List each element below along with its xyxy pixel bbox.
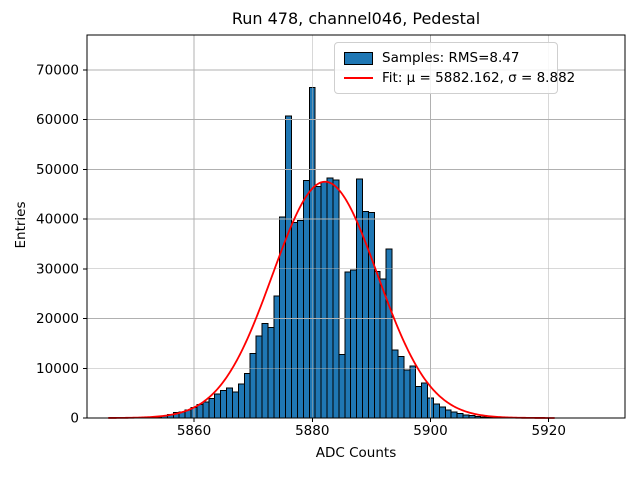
histogram-bar bbox=[214, 393, 222, 419]
x-axis-label: ADC Counts bbox=[315, 445, 397, 461]
x-tick-label: 5920 bbox=[532, 423, 566, 439]
histogram-bar bbox=[450, 411, 458, 419]
histogram-bar bbox=[273, 295, 281, 419]
histogram-bar bbox=[344, 271, 352, 419]
legend-entry-samples: Samples: RMS=8.47 bbox=[344, 48, 548, 68]
histogram-bar bbox=[421, 382, 429, 419]
y-tick-label: 20000 bbox=[36, 311, 79, 327]
axes-frame bbox=[86, 34, 626, 419]
histogram-bar bbox=[285, 115, 293, 419]
chart-title: Run 478, channel046, Pedestal bbox=[231, 9, 481, 28]
histogram-bar bbox=[243, 373, 251, 419]
y-tick-label: 40000 bbox=[36, 212, 79, 228]
histogram-bar bbox=[291, 222, 298, 419]
histogram-bar bbox=[432, 403, 440, 419]
histogram-bar bbox=[367, 212, 375, 419]
histogram-bar bbox=[350, 269, 358, 419]
histogram-bar bbox=[255, 335, 263, 419]
histogram-bar bbox=[332, 179, 340, 419]
y-tick-label: 50000 bbox=[36, 162, 79, 178]
histogram-bar bbox=[415, 386, 423, 419]
y-tick-label: 0 bbox=[70, 411, 79, 427]
histogram-bar bbox=[456, 413, 464, 419]
legend-samples-label: Samples: RMS=8.47 bbox=[382, 50, 520, 66]
histogram-bar bbox=[208, 398, 216, 419]
histogram-bar bbox=[409, 365, 417, 419]
histogram-bar bbox=[296, 220, 304, 419]
histogram-bar bbox=[302, 180, 310, 419]
histogram-bar bbox=[403, 369, 411, 419]
histogram-bar bbox=[237, 383, 245, 419]
fit-line-swatch-icon bbox=[344, 77, 373, 79]
samples-swatch-icon bbox=[344, 51, 373, 65]
histogram-bar bbox=[196, 404, 204, 419]
histogram-bar bbox=[220, 390, 228, 419]
y-tick-label: 70000 bbox=[36, 62, 79, 78]
histogram-bar bbox=[249, 352, 257, 419]
x-tick-label: 5900 bbox=[413, 423, 447, 439]
y-tick-label: 60000 bbox=[36, 112, 79, 128]
histogram-bar bbox=[373, 270, 381, 419]
histogram-bar bbox=[385, 248, 393, 419]
histogram-bar bbox=[231, 391, 239, 419]
y-axis-label: Entries bbox=[13, 201, 29, 249]
x-tick-label: 5860 bbox=[177, 423, 211, 439]
histogram-bar bbox=[226, 387, 233, 419]
legend: Samples: RMS=8.47 Fit: μ = 5882.162, σ =… bbox=[334, 42, 575, 94]
histogram-bar bbox=[202, 401, 210, 419]
histogram-bar bbox=[391, 349, 399, 419]
histogram-bar bbox=[356, 178, 363, 419]
histogram-bar bbox=[379, 278, 387, 419]
y-tick-label: 30000 bbox=[36, 261, 79, 277]
histogram-bar bbox=[261, 322, 269, 419]
y-tick-label: 10000 bbox=[36, 361, 79, 377]
histogram-bar bbox=[338, 353, 346, 419]
histogram-bar bbox=[444, 409, 452, 419]
fit-curve bbox=[108, 180, 555, 419]
legend-entry-fit: Fit: μ = 5882.162, σ = 8.882 bbox=[344, 68, 575, 88]
histogram-bar bbox=[267, 326, 275, 419]
histogram-bar bbox=[314, 186, 322, 419]
x-tick-label: 5880 bbox=[295, 423, 329, 439]
histogram-bar bbox=[326, 177, 334, 419]
histogram-bar bbox=[438, 406, 446, 419]
legend-fit-label: Fit: μ = 5882.162, σ = 8.882 bbox=[382, 70, 576, 86]
histogram-bar bbox=[320, 181, 328, 419]
histogram-bar bbox=[397, 355, 405, 419]
